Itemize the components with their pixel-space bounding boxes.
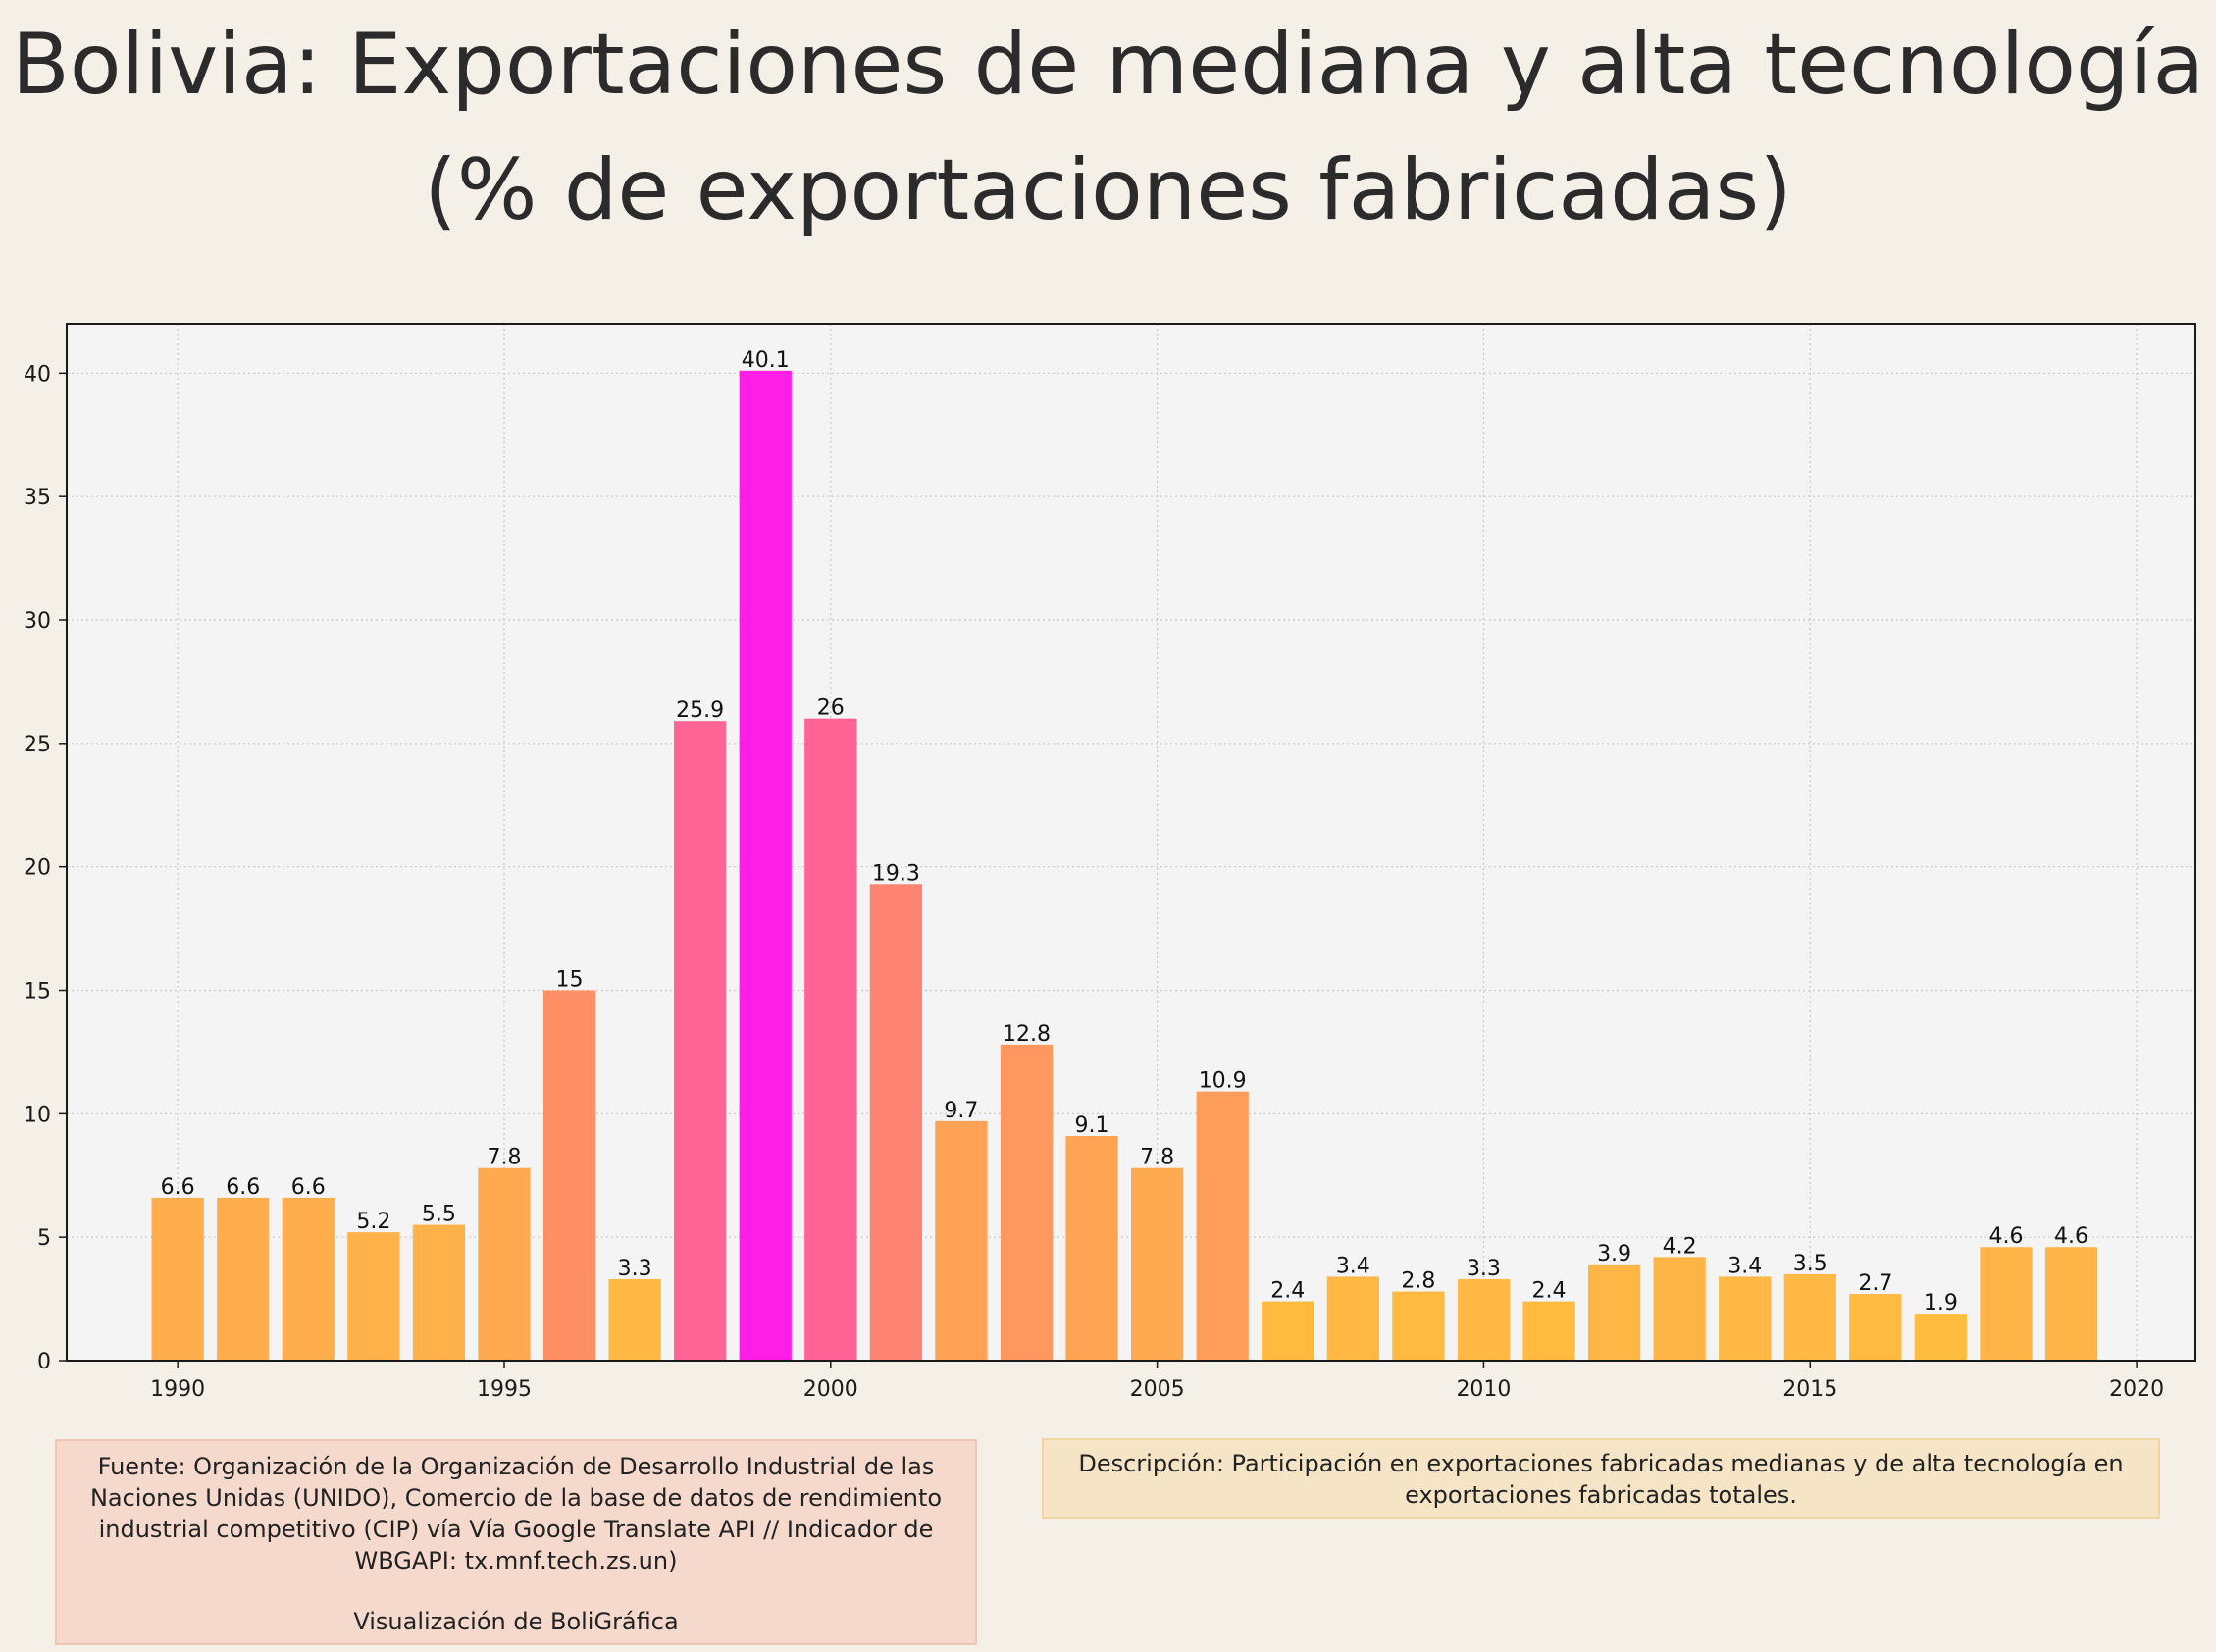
data-label-2009: 2.8 <box>1401 1269 1435 1294</box>
bar-1998 <box>674 721 727 1361</box>
bar-2001 <box>869 884 922 1361</box>
data-label-2016: 2.7 <box>1858 1271 1892 1296</box>
bar-1995 <box>478 1167 531 1361</box>
bar-1993 <box>347 1232 400 1361</box>
bar-2013 <box>1653 1257 1706 1361</box>
y-tick-label: 5 <box>37 1226 51 1251</box>
x-tick-label: 2020 <box>2109 1377 2164 1402</box>
data-label-2002: 9.7 <box>944 1099 978 1123</box>
data-label-2018: 4.6 <box>1988 1224 2023 1249</box>
bar-2018 <box>1980 1247 2033 1361</box>
data-label-2014: 3.4 <box>1727 1254 1762 1278</box>
bar-1992 <box>282 1197 335 1361</box>
bar-2002 <box>935 1120 988 1361</box>
source-text: Fuente: Organización de la Organización … <box>89 1453 943 1575</box>
x-tick-label: 2005 <box>1130 1377 1185 1402</box>
bar-2014 <box>1719 1276 1772 1361</box>
bar-2004 <box>1065 1135 1118 1361</box>
x-tick-label: 1990 <box>150 1377 205 1402</box>
bar-1997 <box>608 1278 661 1361</box>
bar-2008 <box>1326 1276 1379 1361</box>
bar-2017 <box>1914 1314 1968 1361</box>
bar-2005 <box>1131 1167 1184 1361</box>
data-label-1999: 40.1 <box>742 348 790 373</box>
data-label-2012: 3.9 <box>1597 1242 1631 1266</box>
data-label-2007: 2.4 <box>1270 1279 1305 1304</box>
bar-2006 <box>1196 1091 1249 1361</box>
bars <box>151 370 2098 1362</box>
y-tick-label: 15 <box>24 980 51 1005</box>
bar-2003 <box>1000 1044 1054 1361</box>
data-label-2019: 4.6 <box>2054 1224 2088 1249</box>
data-label-2010: 3.3 <box>1467 1257 1501 1281</box>
data-label-1994: 5.5 <box>422 1203 456 1227</box>
data-label-1996: 15 <box>556 968 584 993</box>
data-label-1992: 6.6 <box>291 1175 326 1200</box>
bar-2009 <box>1392 1291 1445 1361</box>
data-label-1997: 3.3 <box>618 1257 652 1281</box>
bar-2016 <box>1849 1294 1902 1361</box>
x-tick-label: 2000 <box>803 1377 858 1402</box>
data-label-2000: 26 <box>817 697 845 721</box>
y-tick-label: 40 <box>24 362 51 387</box>
bar-2019 <box>2044 1247 2098 1361</box>
chart-title: Bolivia: Exportaciones de mediana y alta… <box>11 16 2205 239</box>
data-label-2015: 3.5 <box>1793 1252 1828 1276</box>
y-tick-label: 25 <box>24 733 51 757</box>
bar-2011 <box>1522 1301 1575 1361</box>
data-label-1991: 6.6 <box>226 1175 260 1200</box>
data-label-2011: 2.4 <box>1532 1279 1567 1304</box>
bar-2010 <box>1457 1278 1511 1361</box>
axes: 1990 1995 2000 2005 2010 2015 2020 0 5 10 15 20 25 30… <box>24 362 2164 1402</box>
bar-1991 <box>217 1197 270 1361</box>
bar-1996 <box>542 990 596 1361</box>
x-tick-label: 1995 <box>477 1377 532 1402</box>
y-tick-label: 20 <box>24 856 51 881</box>
source-note: Fuente: Organización de la Organización … <box>55 1439 977 1645</box>
y-tick-label: 0 <box>37 1350 51 1374</box>
data-label-2008: 3.4 <box>1336 1254 1370 1278</box>
y-tick-label: 10 <box>24 1103 51 1127</box>
description-text: Descripción: Participación en exportacio… <box>1078 1450 2124 1509</box>
bar-1994 <box>412 1224 466 1361</box>
data-label-1993: 5.2 <box>356 1210 390 1234</box>
x-tick-label: 2015 <box>1782 1377 1837 1402</box>
data-label-2005: 7.8 <box>1140 1146 1174 1170</box>
bar-2012 <box>1587 1264 1641 1361</box>
x-tick-label: 2010 <box>1456 1377 1511 1402</box>
bar-1990 <box>151 1197 204 1361</box>
credit-text: Visualización de BoliGráfica <box>353 1608 679 1635</box>
bar-2000 <box>804 718 857 1361</box>
bar-2015 <box>1783 1273 1836 1361</box>
data-label-2003: 12.8 <box>1003 1022 1051 1047</box>
data-label-1990: 6.6 <box>161 1175 195 1200</box>
data-label-2006: 10.9 <box>1199 1069 1247 1094</box>
plot-frame <box>66 323 2196 1362</box>
bar-2007 <box>1262 1301 1314 1361</box>
data-label-1998: 25.9 <box>676 698 724 723</box>
y-tick-label: 30 <box>24 609 51 634</box>
description-note: Descripción: Participación en exportacio… <box>1042 1438 2160 1519</box>
bar-1999 <box>739 370 792 1362</box>
data-label-2017: 1.9 <box>1924 1291 1958 1316</box>
data-label-1995: 7.8 <box>487 1146 521 1170</box>
y-tick-label: 35 <box>24 486 51 510</box>
data-label-2004: 9.1 <box>1075 1113 1109 1138</box>
data-label-2013: 4.2 <box>1663 1234 1697 1259</box>
data-label-2001: 19.3 <box>872 861 920 886</box>
data-labels: 6.6 6.6 6.6 5.2 5.5 7.8 15 3.3 25.9 40.1 26 19.3 9.7… <box>161 348 2088 1316</box>
